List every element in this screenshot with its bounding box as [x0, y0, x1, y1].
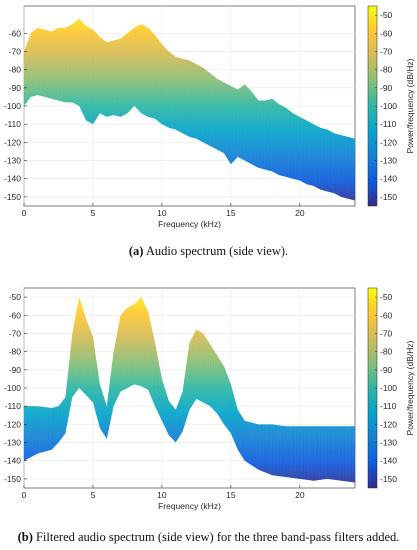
caption-b: (b) Filtered audio spectrum (side view) … [0, 530, 417, 545]
figure-panel-a: 0 5 10 15 20 -60 -70 -80 -90 -100 -110 -120 -130 -140… [0, 0, 417, 270]
y-tick-label: -120 [4, 419, 21, 429]
colorbar-tick-label: -70 [380, 46, 393, 56]
y-tick-label: -140 [4, 174, 21, 184]
y-tick-label: -110 [5, 401, 22, 411]
colorbar-label: Power/frequency (dB/Hz) [405, 58, 415, 153]
colorbar-tick-label: -100 [380, 383, 397, 393]
caption-a-tag: (a) [128, 244, 144, 258]
colorbar-tick-label: -100 [380, 101, 397, 111]
x-tick-label: 10 [157, 208, 167, 218]
x-tick-label: 0 [22, 208, 27, 218]
colorbar-tick-label: -150 [380, 192, 397, 202]
colorbar-tick-label: -70 [380, 328, 393, 338]
colorbar-tick-label: -90 [380, 365, 393, 375]
x-axis-label: Frequency (kHz) [158, 219, 221, 229]
y-tick-label: -120 [4, 137, 21, 147]
colorbar-tick-label: -50 [380, 292, 393, 302]
colorbar-tick-label: -110 [380, 119, 397, 129]
colorbar-tick-label: -60 [380, 28, 393, 38]
x-tick-label: 5 [91, 208, 96, 218]
y-tick-label: -130 [4, 156, 21, 166]
spectrum-chart-b: 0 5 10 15 20 -50 -60 -70 -80 -90 -100 -110 -120 -130 -… [4, 287, 415, 511]
colorbar-tick-label: -130 [380, 156, 397, 166]
colorbar-tick-label: -90 [380, 83, 393, 93]
spectrum-lines [23, 297, 352, 483]
x-tick-label: 5 [91, 490, 96, 500]
colorbar-tick-label: -150 [380, 474, 397, 484]
x-tick-label: 20 [295, 490, 305, 500]
y-tick-label: -60 [9, 310, 22, 320]
colorbar-tick-label: -50 [380, 10, 393, 20]
x-tick-label: 10 [157, 490, 167, 500]
caption-a: (a) Audio spectrum (side view). [0, 244, 417, 259]
caption-b-tag: (b) [17, 530, 33, 544]
caption-b-text: Filtered audio spectrum (side view) for … [35, 530, 400, 544]
colorbar-tick-label: -140 [380, 174, 397, 184]
caption-a-text: Audio spectrum (side view). [145, 244, 289, 258]
spectrum-chart-a: 0 5 10 15 20 -60 -70 -80 -90 -100 -110 -120 -130 -140… [4, 5, 415, 229]
y-tick-label: -100 [4, 101, 21, 111]
y-tick-label: -110 [5, 119, 22, 129]
x-axis-label: Frequency (kHz) [158, 501, 221, 511]
x-tick-label: 15 [226, 208, 236, 218]
y-tick-label: -150 [4, 474, 21, 484]
x-tick-label: 15 [226, 490, 236, 500]
colorbar-tick-label: -110 [380, 401, 397, 411]
x-tick-label: 0 [22, 490, 27, 500]
y-tick-label: -90 [9, 83, 22, 93]
colorbar-label: Power/frequency (dB/Hz) [405, 340, 415, 435]
spectrum-lines [23, 18, 354, 201]
y-tick-label: -90 [9, 365, 22, 375]
y-tick-label: -100 [4, 383, 21, 393]
y-tick-label: -50 [9, 292, 22, 302]
y-tick-label: -140 [4, 456, 21, 466]
y-tick-label: -70 [9, 46, 22, 56]
y-tick-label: -70 [9, 328, 22, 338]
y-tick-label: -80 [9, 347, 22, 357]
y-tick-label: -130 [4, 438, 21, 448]
colorbar-tick-label: -120 [380, 137, 397, 147]
y-tick-label: -150 [4, 192, 21, 202]
colorbar-tick-label: -60 [380, 310, 393, 320]
x-tick-label: 20 [295, 208, 305, 218]
figure-panel-b: 0 5 10 15 20 -50 -60 -70 -80 -90 -100 -110 -120 -130 -… [0, 282, 417, 550]
y-tick-label: -60 [9, 28, 22, 38]
colorbar-tick-label: -140 [380, 456, 397, 466]
colorbar-tick-label: -130 [380, 438, 397, 448]
y-tick-label: -80 [9, 65, 22, 75]
colorbar-tick-label: -80 [380, 65, 393, 75]
colorbar-tick-label: -80 [380, 347, 393, 357]
colorbar-tick-label: -120 [380, 419, 397, 429]
